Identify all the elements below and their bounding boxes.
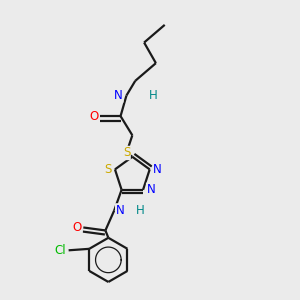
Text: O: O <box>89 110 98 123</box>
Text: N: N <box>153 163 162 176</box>
Text: Cl: Cl <box>54 244 66 257</box>
Text: S: S <box>123 146 130 159</box>
Text: N: N <box>147 183 155 196</box>
Text: S: S <box>104 163 111 176</box>
Text: O: O <box>73 221 82 234</box>
Text: H: H <box>148 89 157 102</box>
Text: N: N <box>116 204 124 217</box>
Text: N: N <box>114 89 123 102</box>
Text: H: H <box>136 204 145 217</box>
